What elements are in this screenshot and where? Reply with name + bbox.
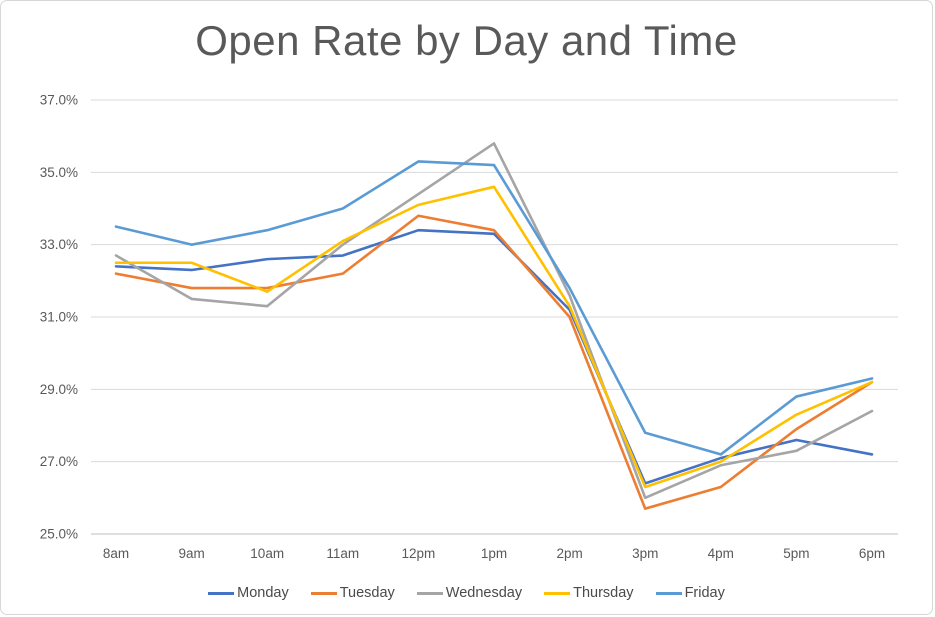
legend-item-friday: Friday bbox=[656, 585, 725, 601]
x-axis-tick-label: 4pm bbox=[708, 546, 734, 561]
series-line-monday bbox=[116, 230, 872, 483]
x-axis-tick-label: 8am bbox=[103, 546, 129, 561]
y-axis-tick-label: 31.0% bbox=[40, 310, 78, 325]
x-axis-tick-label: 1pm bbox=[481, 546, 507, 561]
legend-label: Wednesday bbox=[446, 585, 522, 601]
x-axis-tick-label: 10am bbox=[250, 546, 284, 561]
legend-item-wednesday: Wednesday bbox=[417, 585, 522, 601]
legend-item-monday: Monday bbox=[208, 585, 289, 601]
series-line-friday bbox=[116, 161, 872, 454]
y-axis-tick-label: 35.0% bbox=[40, 165, 78, 180]
legend-swatch-thursday bbox=[544, 592, 570, 595]
x-axis-tick-label: 12pm bbox=[402, 546, 436, 561]
legend-label: Thursday bbox=[573, 585, 633, 601]
legend-swatch-monday bbox=[208, 592, 234, 595]
legend-item-thursday: Thursday bbox=[544, 585, 633, 601]
legend-label: Tuesday bbox=[340, 585, 395, 601]
legend-swatch-wednesday bbox=[417, 592, 443, 595]
x-axis-tick-label: 6pm bbox=[859, 546, 885, 561]
y-axis-tick-label: 29.0% bbox=[40, 382, 78, 397]
legend-label: Friday bbox=[685, 585, 725, 601]
x-axis-tick-label: 5pm bbox=[783, 546, 809, 561]
legend-item-tuesday: Tuesday bbox=[311, 585, 395, 601]
y-axis-tick-label: 25.0% bbox=[40, 527, 78, 542]
y-axis-tick-label: 33.0% bbox=[40, 237, 78, 252]
series-line-wednesday bbox=[116, 143, 872, 497]
chart-container: Open Rate by Day and Time 25.0%27.0%29.0… bbox=[0, 0, 933, 615]
x-axis-tick-label: 3pm bbox=[632, 546, 658, 561]
plot-area: 25.0% 27.0% 29.0% 31.0% 33.0% 35.0% 37.0% 8am 9a… bbox=[1, 1, 933, 615]
x-axis-tick-label: 2pm bbox=[556, 546, 582, 561]
series-line-tuesday bbox=[116, 216, 872, 509]
legend-label: Monday bbox=[237, 585, 289, 601]
y-axis-tick-label: 37.0% bbox=[40, 93, 78, 108]
legend-swatch-friday bbox=[656, 592, 682, 595]
x-axis-tick-label: 11am bbox=[326, 546, 359, 561]
legend-swatch-tuesday bbox=[311, 592, 337, 595]
x-axis-tick-label: 9am bbox=[178, 546, 204, 561]
legend: Monday Tuesday Wednesday Thursday Friday bbox=[1, 585, 932, 601]
y-axis-tick-label: 27.0% bbox=[40, 454, 78, 469]
